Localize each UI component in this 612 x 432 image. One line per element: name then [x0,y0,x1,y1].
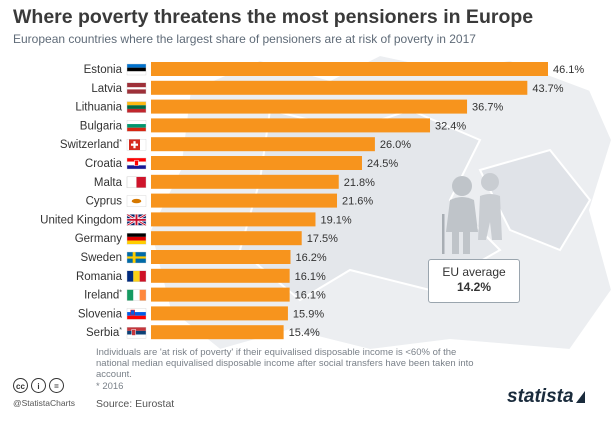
bar-bulgaria [151,118,431,133]
country-label: United Kingdom [40,214,122,226]
value-label: 15.4% [289,327,320,339]
bar-croatia [151,156,362,170]
country-label: Romania [76,271,123,283]
bar-chart: Estonia 46.1% Latvia 43.7% Lithuania 36.7% Bul… [40,62,584,340]
chart-subtitle: European countries where the largest sha… [13,32,476,46]
flag-latvia-icon [126,82,147,95]
value-label: 24.5% [367,158,398,170]
bar-ireland [151,287,290,302]
flag-cyprus-icon [126,195,147,207]
value-label: 15.9% [293,308,324,320]
license-icons: cc i = [13,378,64,393]
country-label: Switzerland* [60,139,122,151]
country-label: Malta [94,177,123,189]
value-label: 16.1% [295,290,326,302]
bar-sweden [151,250,291,264]
chart-title: Where poverty threatens the most pension… [13,6,534,28]
eu-average-label: EU average [442,265,506,279]
bar-germany [151,231,302,246]
flag-sweden-icon [126,251,147,264]
flag-bulgaria-icon [126,120,147,132]
bar-lithuania [151,99,468,114]
bar-slovenia [151,306,288,321]
footnote: Individuals are 'at risk of poverty' if … [96,347,474,380]
no-derivatives-icon: = [49,378,64,393]
footnote-star: * 2016 [96,381,124,392]
country-label: Croatia [85,158,123,170]
country-label: Germany [75,233,123,245]
value-label: 26.0% [380,139,411,151]
country-label: Estonia [84,64,123,76]
value-label: 21.8% [344,177,375,189]
statista-handle: @StatistaCharts [13,398,76,408]
country-label: Serbia* [86,327,122,339]
statista-logo-mark-icon [575,391,585,403]
creative-commons-icon: cc [13,378,28,393]
statista-logo-text: statista [507,386,574,407]
flag-lithuania-icon [126,101,147,113]
eu-average-value: 14.2% [456,280,492,294]
value-label: 16.2% [296,252,327,264]
bar-united-kingdom [151,212,316,227]
country-label: Sweden [80,252,122,264]
flag-ireland-icon [126,289,147,301]
flag-slovenia-icon [126,308,147,320]
bar-estonia [151,62,548,76]
country-label: Lithuania [75,102,122,114]
value-label: 43.7% [532,83,563,95]
value-label: 19.1% [320,214,351,226]
flag-croatia-icon [126,157,147,170]
country-label: Cyprus [86,196,123,208]
bar-serbia [151,325,284,340]
value-label: 46.1% [553,64,584,76]
bar-malta [151,174,339,189]
pensioners-couple-icon [442,173,502,254]
value-label: 32.4% [435,120,466,132]
bar-cyprus [151,193,338,208]
flag-serbia-icon [126,327,147,339]
value-label: 16.1% [295,271,326,283]
country-label: Ireland* [84,290,122,302]
flag-malta-icon [126,176,147,189]
source: Source: Eurostat [96,398,175,410]
flag-estonia-icon [126,63,147,76]
statista-logo: statista [507,386,585,408]
bar-romania [151,268,290,283]
country-label: Slovenia [78,308,123,320]
bar-latvia [151,80,528,95]
flag-romania-icon [126,270,147,282]
attribution-icon: i [31,378,46,393]
flag-germany-icon [126,232,147,245]
flag-united-kingdom-icon [126,213,147,227]
country-label: Latvia [91,83,122,95]
bar-switzerland [151,137,375,152]
value-label: 17.5% [307,233,338,245]
value-label: 36.7% [472,102,503,114]
flag-switzerland-icon [126,138,147,151]
value-label: 21.6% [342,196,373,208]
country-label: Bulgaria [80,120,123,132]
eu-average-box: EU average 14.2% [428,259,520,303]
